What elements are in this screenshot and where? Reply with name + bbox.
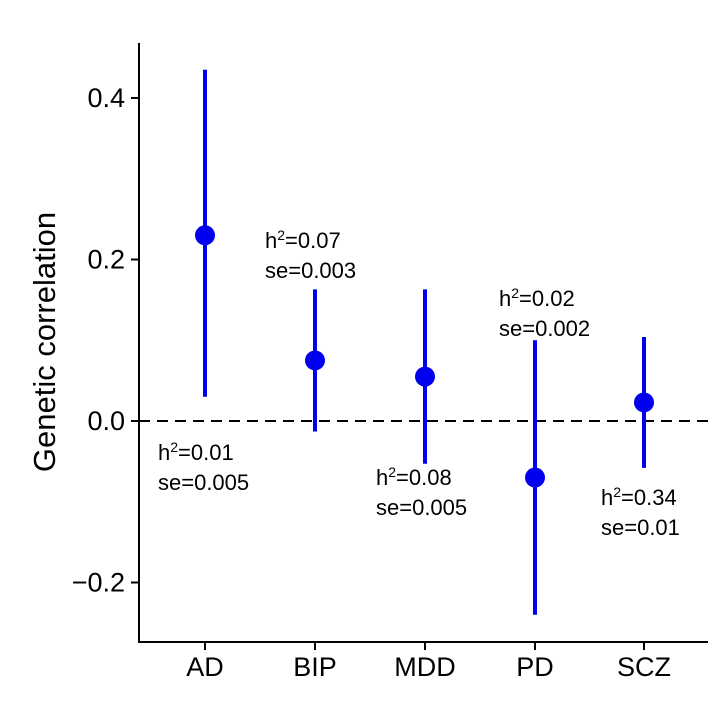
data-marks — [195, 69, 654, 615]
y-tick-label: 0.0 — [87, 406, 125, 436]
y-tick-label: 0.2 — [87, 245, 125, 275]
y-tick-label: 0.4 — [87, 83, 125, 113]
heritability-label: h2=0.34 — [601, 484, 677, 510]
standard-error-label: se=0.002 — [499, 316, 590, 341]
y-tick-label: −0.2 — [72, 568, 125, 598]
heritability-label: h2=0.02 — [499, 285, 575, 311]
standard-error-label: se=0.01 — [601, 515, 680, 540]
x-tick-label: BIP — [293, 652, 337, 682]
annotations: h2=0.01 se=0.005 h2=0.07 se=0.003 h2=0.08 se=… — [158, 227, 680, 540]
point-estimate — [415, 366, 435, 387]
heritability-label: h2=0.01 — [158, 439, 234, 465]
y-ticks: −0.2 0.0 0.2 0.4 — [72, 83, 139, 598]
standard-error-label: se=0.005 — [158, 470, 249, 495]
x-tick-label: AD — [186, 652, 224, 682]
heritability-label: h2=0.08 — [376, 464, 452, 490]
point-estimate — [305, 350, 325, 371]
point-estimate — [634, 392, 654, 413]
axes — [138, 43, 708, 643]
x-tick-label: SCZ — [617, 652, 671, 682]
heritability-label: h2=0.07 — [265, 227, 341, 253]
x-tick-label: PD — [516, 652, 554, 682]
x-ticks: AD BIP MDD PD SCZ — [186, 642, 671, 682]
x-tick-label: MDD — [394, 652, 456, 682]
point-estimate — [525, 467, 545, 488]
point-estimate — [195, 225, 215, 246]
standard-error-label: se=0.003 — [265, 258, 356, 283]
standard-error-label: se=0.005 — [376, 495, 467, 520]
y-axis-title: Genetic correlation — [27, 212, 62, 472]
